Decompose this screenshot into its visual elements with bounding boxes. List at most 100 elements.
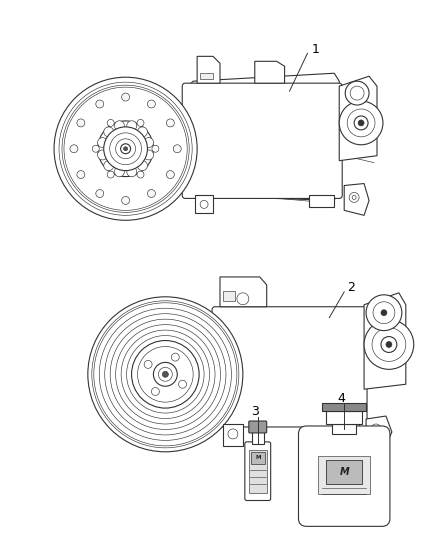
Circle shape [166,119,174,127]
FancyBboxPatch shape [298,426,390,527]
Circle shape [350,86,364,100]
Circle shape [237,293,249,305]
Polygon shape [252,430,264,444]
Circle shape [92,301,239,448]
Circle shape [131,341,199,408]
Circle shape [107,119,114,126]
Polygon shape [185,73,339,200]
Text: 3: 3 [251,405,259,417]
Circle shape [127,167,137,177]
Circle shape [352,196,356,199]
FancyBboxPatch shape [182,83,342,198]
Text: 4: 4 [337,392,345,405]
FancyBboxPatch shape [245,442,271,500]
Polygon shape [322,403,366,411]
Circle shape [89,112,162,185]
Circle shape [173,145,181,153]
Circle shape [127,121,137,131]
Text: M: M [339,467,349,477]
Circle shape [62,85,189,212]
Circle shape [107,171,114,178]
Circle shape [386,342,392,348]
Circle shape [166,171,174,179]
Circle shape [152,146,159,152]
Circle shape [152,387,159,395]
Circle shape [148,100,155,108]
Circle shape [345,81,369,105]
Circle shape [354,116,368,130]
Circle shape [138,127,148,137]
Bar [318,456,370,494]
Polygon shape [220,277,267,307]
Circle shape [122,93,130,101]
Circle shape [116,325,215,424]
Circle shape [110,133,141,165]
Circle shape [84,107,167,190]
Circle shape [144,150,154,160]
Circle shape [110,319,220,430]
Polygon shape [332,424,356,434]
Circle shape [98,138,108,148]
Circle shape [124,147,127,151]
Circle shape [73,96,178,201]
Circle shape [137,171,144,178]
Circle shape [96,100,104,108]
Circle shape [162,372,168,377]
Bar [326,460,362,483]
Circle shape [373,302,395,324]
Circle shape [372,328,406,361]
Circle shape [104,160,114,171]
Circle shape [381,336,397,352]
Circle shape [98,121,153,176]
Text: 1: 1 [311,43,319,56]
Circle shape [349,192,359,203]
Bar [249,450,267,492]
Circle shape [366,295,402,330]
Circle shape [96,190,104,197]
Circle shape [92,146,99,152]
Circle shape [104,127,114,137]
Polygon shape [309,196,334,207]
Circle shape [371,424,381,434]
Circle shape [138,346,193,402]
Circle shape [144,138,154,148]
Polygon shape [200,73,213,79]
Polygon shape [197,56,220,83]
Polygon shape [255,61,285,83]
Circle shape [144,360,152,368]
Circle shape [228,429,238,439]
Text: 2: 2 [347,281,355,294]
Polygon shape [336,424,359,439]
Circle shape [171,353,179,361]
Circle shape [148,190,155,197]
Circle shape [137,119,144,126]
Circle shape [94,303,237,446]
Circle shape [153,362,177,386]
Polygon shape [339,76,377,160]
Circle shape [114,167,124,177]
Circle shape [105,314,226,435]
Circle shape [67,91,184,207]
Polygon shape [223,424,243,446]
Circle shape [339,101,383,145]
Circle shape [77,119,85,127]
Circle shape [120,144,131,154]
Circle shape [127,336,204,413]
Circle shape [132,341,198,408]
Polygon shape [195,196,213,213]
Circle shape [70,145,78,153]
Circle shape [54,77,197,220]
Circle shape [104,127,148,171]
FancyBboxPatch shape [249,421,267,433]
Circle shape [364,320,414,369]
Circle shape [121,330,209,418]
Polygon shape [364,293,406,389]
Circle shape [159,367,172,381]
Circle shape [200,200,208,208]
Polygon shape [223,291,235,301]
Circle shape [116,139,135,159]
Polygon shape [326,411,362,424]
Circle shape [179,380,187,388]
Polygon shape [366,416,392,446]
Circle shape [138,160,148,171]
